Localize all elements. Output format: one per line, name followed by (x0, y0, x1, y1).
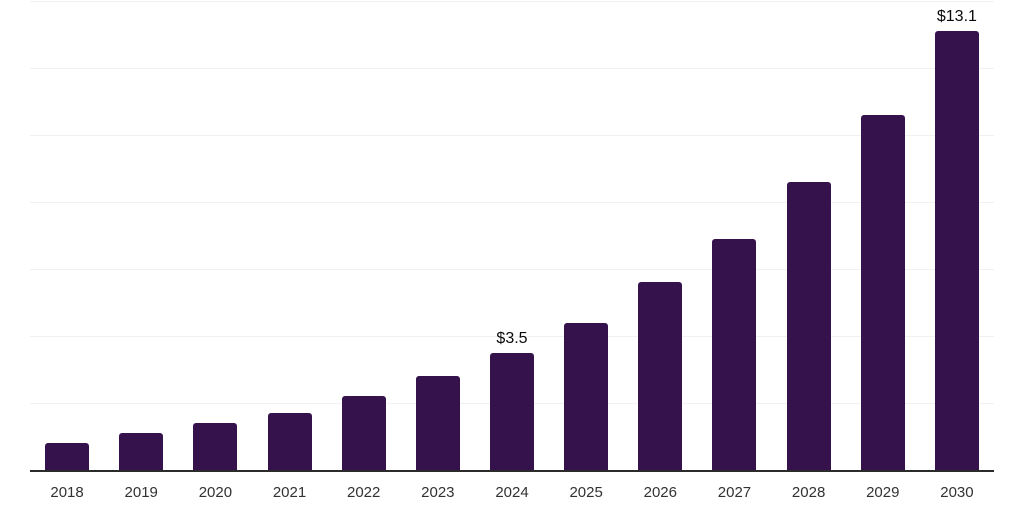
x-axis-label-2021: 2021 (272, 484, 307, 501)
bar-slot-2021 (252, 1, 326, 470)
x-axis-label-2027: 2027 (717, 484, 752, 501)
x-axis-label-2028: 2028 (791, 484, 826, 501)
x-axis-label-2026: 2026 (643, 484, 677, 501)
bar-2021[interactable] (267, 413, 312, 470)
x-axis-label-2019: 2019 (124, 484, 158, 501)
bar-slot-2026 (623, 1, 697, 470)
x-axis-label-2020: 2020 (198, 484, 233, 501)
plot-area: $3.5 $13.1 (30, 0, 994, 470)
gridline-6 (30, 268, 994, 270)
x-axis-line (30, 470, 994, 472)
gridline-8 (30, 201, 994, 203)
bar-2025[interactable] (564, 322, 609, 470)
bar-2020[interactable] (193, 423, 238, 470)
bar-2027[interactable] (712, 238, 757, 470)
bar-slot-2019 (104, 1, 178, 470)
bar-slot-2027 (697, 1, 771, 470)
x-axis-label-2018: 2018 (50, 484, 84, 501)
bar-slot-2023 (401, 1, 475, 470)
bar-2030[interactable] (934, 31, 979, 470)
x-axis-label-2024: 2024 (495, 484, 529, 501)
x-axis-label-2023: 2023 (421, 484, 455, 501)
x-axis-label-2025: 2025 (569, 484, 603, 501)
value-label-2024: $3.5 (496, 329, 528, 347)
bar-2018[interactable] (45, 443, 90, 470)
bar-2019[interactable] (119, 433, 164, 470)
x-axis-label-2029: 2029 (866, 484, 900, 501)
bar-slot-2025 (549, 1, 623, 470)
bar-slot-2024: $3.5 (475, 1, 549, 470)
bar-slot-2029 (846, 1, 920, 470)
bar-slot-2022 (327, 1, 401, 470)
bar-slot-2020 (178, 1, 252, 470)
value-label-2030: $13.1 (936, 8, 977, 26)
bar-2023[interactable] (415, 376, 460, 470)
bar-slot-2018 (30, 1, 104, 470)
bar-slot-2028 (772, 1, 846, 470)
gridline-12 (30, 67, 994, 69)
gridline-4 (30, 335, 994, 337)
bar-2029[interactable] (860, 114, 905, 470)
bar-2026[interactable] (638, 282, 683, 470)
x-axis-label-2022: 2022 (347, 484, 381, 501)
x-axis-label-2030: 2030 (940, 484, 974, 501)
gridline-14 (30, 0, 994, 2)
bar-slot-2030: $13.1 (920, 1, 994, 470)
bar-2028[interactable] (786, 181, 831, 470)
bar-2024[interactable] (489, 352, 534, 470)
bar-2022[interactable] (341, 396, 386, 470)
gridline-10 (30, 134, 994, 136)
